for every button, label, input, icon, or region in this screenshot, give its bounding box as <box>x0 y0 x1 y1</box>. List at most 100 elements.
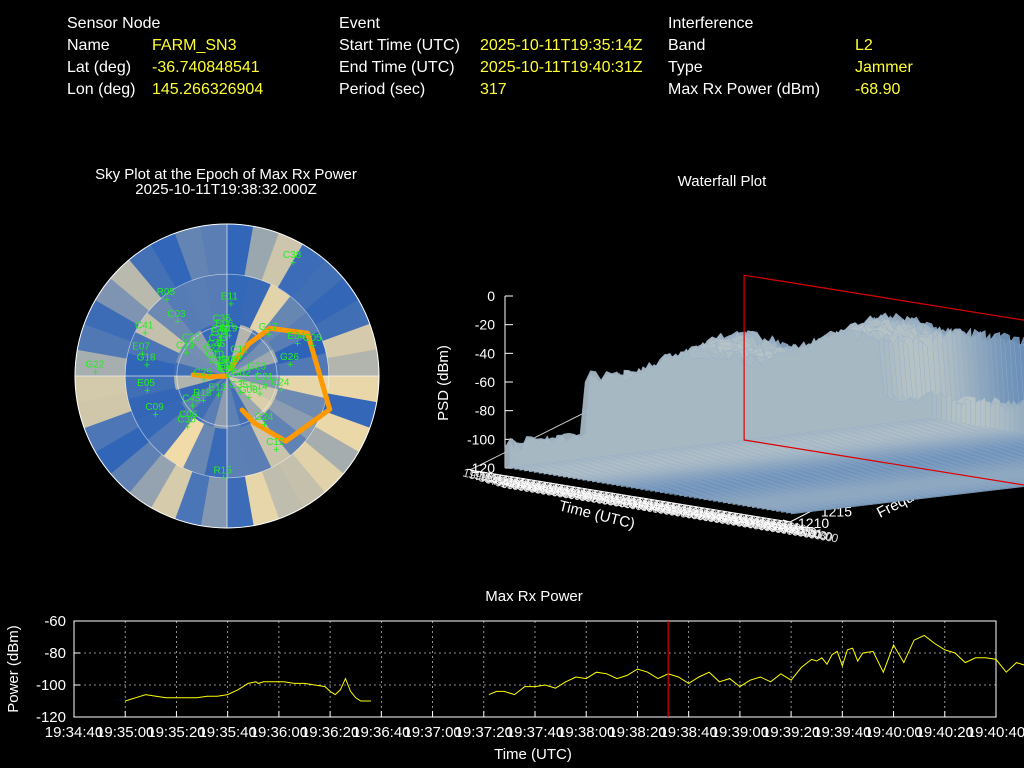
max-power-plane <box>743 274 1024 486</box>
satellite-marker: + <box>310 340 316 352</box>
satellite-marker: + <box>189 400 195 412</box>
satellite-label: C35 <box>230 380 249 391</box>
waterfall-plot-title: Waterfall Plot <box>677 173 767 190</box>
satellite-label: E26 <box>219 364 237 375</box>
satellite-marker: + <box>228 298 234 310</box>
y-tick-label: -60 <box>44 613 66 630</box>
x-tick-label: 19:39:40 <box>813 724 871 741</box>
max-rx-power-label: Max Rx Power (dBm) <box>668 81 821 98</box>
x-tick-label: 19:38:20 <box>608 724 666 741</box>
satellite-label: C12 <box>266 437 285 448</box>
satellite-label: E04 <box>211 327 229 338</box>
satellite-marker: + <box>215 389 221 401</box>
x-tick-label: 19:34:40 <box>45 724 103 741</box>
satellite-marker: + <box>290 257 296 269</box>
z-tick-label: -40 <box>475 345 495 361</box>
event-period-label: Period (sec) <box>339 81 426 98</box>
sky-disc <box>74 223 380 529</box>
satellite-label: C15 <box>209 355 228 366</box>
satellite-marker: + <box>213 356 219 368</box>
z-axis-label: PSD (dBm) <box>435 345 452 421</box>
satellite-label: G18 <box>137 353 156 364</box>
satellite-label: C35 <box>213 314 232 325</box>
satellite-label: E14 <box>250 381 268 392</box>
satellite-label: C03 <box>167 309 186 320</box>
satellite-marker: + <box>287 359 293 371</box>
power-line-segment <box>488 634 1024 696</box>
direction-line <box>210 375 228 378</box>
satellite-label: R18 <box>193 388 212 399</box>
satellite-marker: + <box>184 422 190 434</box>
satellite-label: R15 <box>213 465 232 476</box>
z-tick-label: -120 <box>467 460 495 476</box>
x-tick-label: 19:37:20 <box>455 724 513 741</box>
satellite-label: C33 <box>209 333 228 344</box>
sensor-name-value: FARM_SN3 <box>152 37 237 54</box>
satellite-marker: + <box>266 329 272 341</box>
satellite-marker: + <box>226 371 232 383</box>
sky-plot-title: Sky Plot at the Epoch of Max Rx Power <box>95 166 357 183</box>
satellite-marker: + <box>144 385 150 397</box>
satellite-marker: + <box>189 339 195 351</box>
satellite-marker: + <box>201 374 207 386</box>
plot-frame <box>73 620 997 718</box>
satellite-label: C09 <box>145 402 164 413</box>
y-tick-label: -100 <box>36 677 66 694</box>
x-tick-label: 19:40:00 <box>864 724 922 741</box>
event-end-label: End Time (UTC) <box>339 59 455 76</box>
satellite-marker: + <box>144 360 150 372</box>
sensor-lat-label: Lat (deg) <box>67 59 132 76</box>
satellite-marker: + <box>257 388 263 400</box>
time-axis <box>469 469 791 523</box>
type-value: Jammer <box>855 59 913 76</box>
satellite-label: E05 <box>137 378 155 389</box>
satellite-label: E11 <box>221 291 238 302</box>
satellite-marker: + <box>237 387 243 399</box>
horizon-ring <box>74 223 380 529</box>
satellite-label: C40 <box>211 324 230 335</box>
satellite-marker: + <box>152 409 158 421</box>
satellite-marker: + <box>216 340 222 352</box>
z-tick-label: -60 <box>475 374 495 390</box>
satellite-marker: + <box>239 375 245 387</box>
z-tick-label: -20 <box>475 317 495 333</box>
band-label: Band <box>668 37 706 54</box>
satellite-label: C41 <box>135 320 154 331</box>
x-tick-label: 19:35:40 <box>198 724 256 741</box>
satellite-label: G10 <box>218 356 237 367</box>
frequency-tick <box>782 519 791 523</box>
satellite-marker: + <box>225 363 231 375</box>
satellite-marker: + <box>273 444 279 456</box>
satellite-marker: + <box>211 350 217 362</box>
satellite-marker: + <box>164 294 170 306</box>
satellite-label: C36 <box>177 415 196 426</box>
satellite-label: G09 <box>220 354 239 365</box>
satellite-marker: + <box>254 368 260 380</box>
satellite-marker: + <box>246 392 252 404</box>
satellite-label: C06 <box>179 409 198 420</box>
satellite-label: G26 <box>280 352 299 363</box>
x-tick-label: 19:36:40 <box>352 724 410 741</box>
satellite-label: C27 <box>204 343 223 354</box>
x-tick-label: 19:39:00 <box>711 724 769 741</box>
satellite-marker: + <box>278 384 284 396</box>
x-tick-label: 19:36:20 <box>301 724 359 741</box>
event-period-value: 317 <box>480 81 507 98</box>
satellite-marker: + <box>216 362 222 374</box>
waterfall-surface <box>504 312 1024 515</box>
satellite-marker: + <box>142 327 148 339</box>
x-tick-label: 19:37:00 <box>403 724 461 741</box>
x-tick-label: 19:37:40 <box>506 724 564 741</box>
x-tick-label: 19:35:20 <box>147 724 205 741</box>
satellite-label: G22 <box>85 359 104 370</box>
satellite-marker: + <box>224 369 230 381</box>
sensor-lon-label: Lon (deg) <box>67 81 136 98</box>
y-tick-label: -120 <box>36 709 66 726</box>
satellite-label: E07 <box>132 341 150 352</box>
satellite-label: E06 <box>215 318 233 329</box>
interference-heading: Interference <box>668 15 754 32</box>
satellite-track-track-east <box>228 325 333 444</box>
